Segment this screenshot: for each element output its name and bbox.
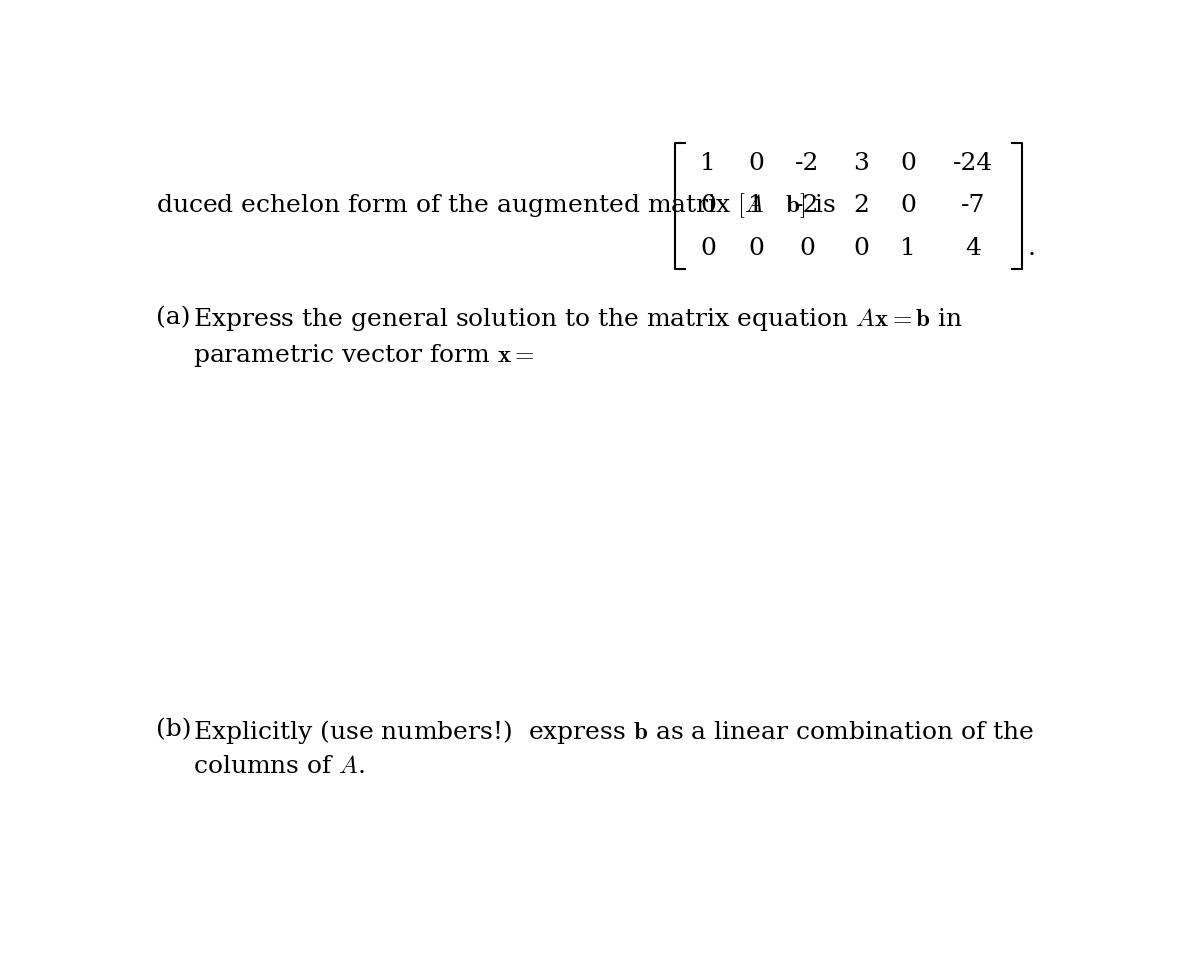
Text: Express the general solution to the matrix equation $A\mathbf{x} = \mathbf{b}$ i: Express the general solution to the matr… [193,306,962,333]
Text: 1: 1 [748,194,764,218]
Text: 3: 3 [853,152,869,175]
Text: -7: -7 [961,194,985,218]
Text: -2: -2 [796,194,820,218]
Text: columns of $A$.: columns of $A$. [193,754,365,778]
Text: parametric vector form $\mathbf{x} =$: parametric vector form $\mathbf{x} =$ [193,342,534,369]
Text: Explicitly (use numbers!)  express $\mathbf{b}$ as a linear combination of the: Explicitly (use numbers!) express $\math… [193,718,1033,746]
Text: 0: 0 [853,237,869,259]
Text: 0: 0 [900,152,916,175]
Text: .: . [1027,237,1036,259]
Text: (a): (a) [156,306,191,329]
Text: duced echelon form of the augmented matrix $[A \quad \mathbf{b}]$ is: duced echelon form of the augmented matr… [156,191,836,220]
Text: -24: -24 [953,152,994,175]
Text: 0: 0 [700,237,716,259]
Text: 1: 1 [900,237,916,259]
Text: (b): (b) [156,718,192,741]
Text: 0: 0 [900,194,916,218]
Text: 0: 0 [748,237,764,259]
Text: 1: 1 [700,152,716,175]
Text: 0: 0 [799,237,815,259]
Text: 2: 2 [853,194,869,218]
Text: 0: 0 [700,194,716,218]
Text: 4: 4 [965,237,980,259]
Text: -2: -2 [796,152,820,175]
Text: 0: 0 [748,152,764,175]
